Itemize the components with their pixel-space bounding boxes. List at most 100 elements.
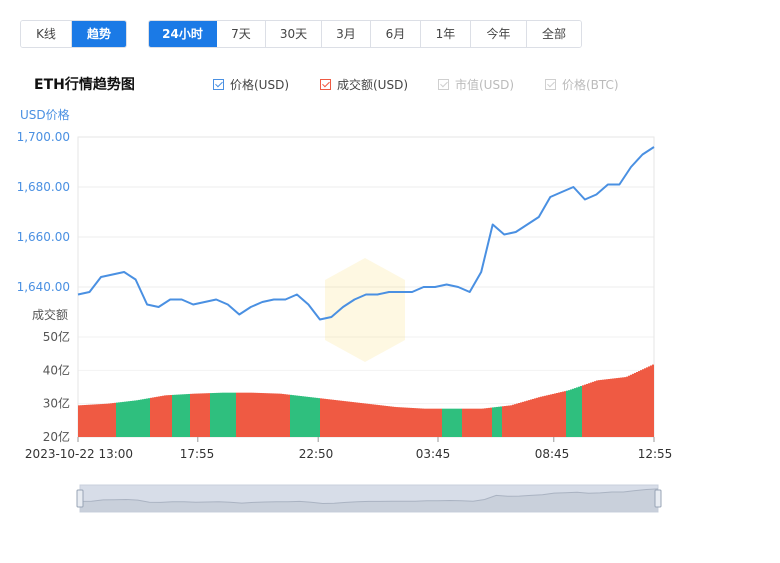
x-tick-label: 17:55	[180, 447, 215, 461]
volume-bar	[458, 408, 460, 437]
volume-bar	[556, 393, 558, 437]
volume-bar	[588, 383, 590, 437]
volume-bar	[114, 402, 116, 437]
volume-bar	[450, 408, 452, 437]
volume-bar	[574, 388, 576, 437]
volume-bar	[546, 395, 548, 437]
checkbox-icon	[213, 79, 224, 90]
price-axis-label: USD价格	[20, 107, 70, 122]
volume-bar	[522, 401, 524, 437]
volume-bar	[250, 392, 252, 437]
volume-bar	[162, 395, 164, 437]
legend-item-3[interactable]: 价格(BTC)	[545, 76, 619, 93]
volume-bar	[446, 408, 448, 437]
volume-bar	[492, 407, 494, 437]
volume-bar	[630, 374, 632, 437]
volume-bar	[398, 407, 400, 437]
volume-bar	[534, 398, 536, 437]
volume-bar	[246, 392, 248, 437]
volume-axis-label: 成交额	[32, 307, 68, 322]
volume-bar	[140, 399, 142, 437]
view-tab-0[interactable]: K线	[21, 21, 72, 47]
volume-bar	[152, 397, 154, 437]
volume-bar	[406, 407, 408, 437]
volume-bar	[128, 401, 130, 437]
volume-bar	[578, 386, 580, 437]
volume-bar	[590, 382, 592, 437]
volume-bar	[650, 365, 652, 437]
volume-bar	[532, 398, 534, 437]
legend-item-2[interactable]: 市值(USD)	[438, 76, 514, 93]
price-tick-label: 1,660.00	[17, 230, 70, 244]
volume-bar	[300, 396, 302, 437]
volume-bar	[358, 402, 360, 437]
volume-bar	[576, 387, 578, 437]
volume-bar	[564, 391, 566, 437]
volume-bar	[332, 399, 334, 437]
range-tab-3[interactable]: 3月	[322, 21, 371, 47]
volume-bar	[272, 393, 274, 437]
volume-bar	[186, 394, 188, 437]
volume-bar	[336, 400, 338, 437]
volume-bar	[370, 404, 372, 437]
volume-bar	[594, 381, 596, 437]
volume-bar	[482, 408, 484, 437]
volume-bar	[242, 392, 244, 437]
volume-bar	[88, 404, 90, 437]
range-tab-7[interactable]: 全部	[527, 21, 581, 47]
chart-title: ETH行情趋势图	[34, 77, 135, 93]
volume-bar	[572, 388, 574, 437]
volume-bar	[256, 392, 258, 437]
volume-bar	[328, 399, 330, 437]
volume-bar	[604, 379, 606, 437]
view-tab-1[interactable]: 趋势	[72, 21, 126, 47]
range-tab-5[interactable]: 1年	[421, 21, 471, 47]
volume-bar	[164, 395, 166, 437]
volume-bar	[318, 398, 320, 437]
volume-bar	[380, 405, 382, 437]
range-tab-4[interactable]: 6月	[371, 21, 421, 47]
volume-bar	[134, 400, 136, 437]
volume-bar	[174, 394, 176, 437]
volume-bar	[98, 404, 100, 437]
volume-bar	[548, 394, 550, 437]
volume-bar	[226, 392, 228, 437]
volume-bar	[582, 385, 584, 437]
range-tab-2[interactable]: 30天	[266, 21, 322, 47]
watermark-hexagon	[325, 258, 405, 362]
volume-bar	[330, 399, 332, 437]
x-tick-label: 08:45	[535, 447, 570, 461]
volume-bar	[382, 405, 384, 437]
range-tab-1[interactable]: 7天	[217, 21, 266, 47]
volume-bar	[356, 402, 358, 437]
range-navigator[interactable]	[76, 484, 662, 513]
navigator-right-handle[interactable]	[654, 489, 662, 508]
volume-bar	[348, 401, 350, 437]
volume-bar	[452, 408, 454, 437]
volume-bar	[528, 400, 530, 437]
volume-bar	[636, 372, 638, 437]
volume-bar	[146, 398, 148, 437]
volume-bar	[232, 392, 234, 437]
range-tab-0[interactable]: 24小时	[149, 21, 217, 47]
legend-item-1[interactable]: 成交额(USD)	[320, 76, 408, 93]
volume-bar	[438, 408, 440, 437]
volume-bar	[290, 394, 292, 437]
volume-bar	[218, 392, 220, 437]
volume-bar	[320, 398, 322, 437]
legend-item-0[interactable]: 价格(USD)	[213, 76, 289, 93]
volume-bar	[366, 403, 368, 437]
volume-bar	[292, 395, 294, 437]
volume-bar	[288, 394, 290, 437]
volume-bar	[642, 369, 644, 437]
volume-bar	[498, 406, 500, 437]
volume-bar	[196, 393, 198, 437]
volume-bar	[468, 408, 470, 437]
volume-bar	[278, 393, 280, 437]
volume-bar	[132, 400, 134, 437]
range-tab-6[interactable]: 今年	[471, 21, 527, 47]
navigator-left-handle[interactable]	[76, 489, 84, 508]
volume-bar	[480, 408, 482, 437]
volume-bar	[470, 408, 472, 437]
volume-bar	[248, 392, 250, 437]
